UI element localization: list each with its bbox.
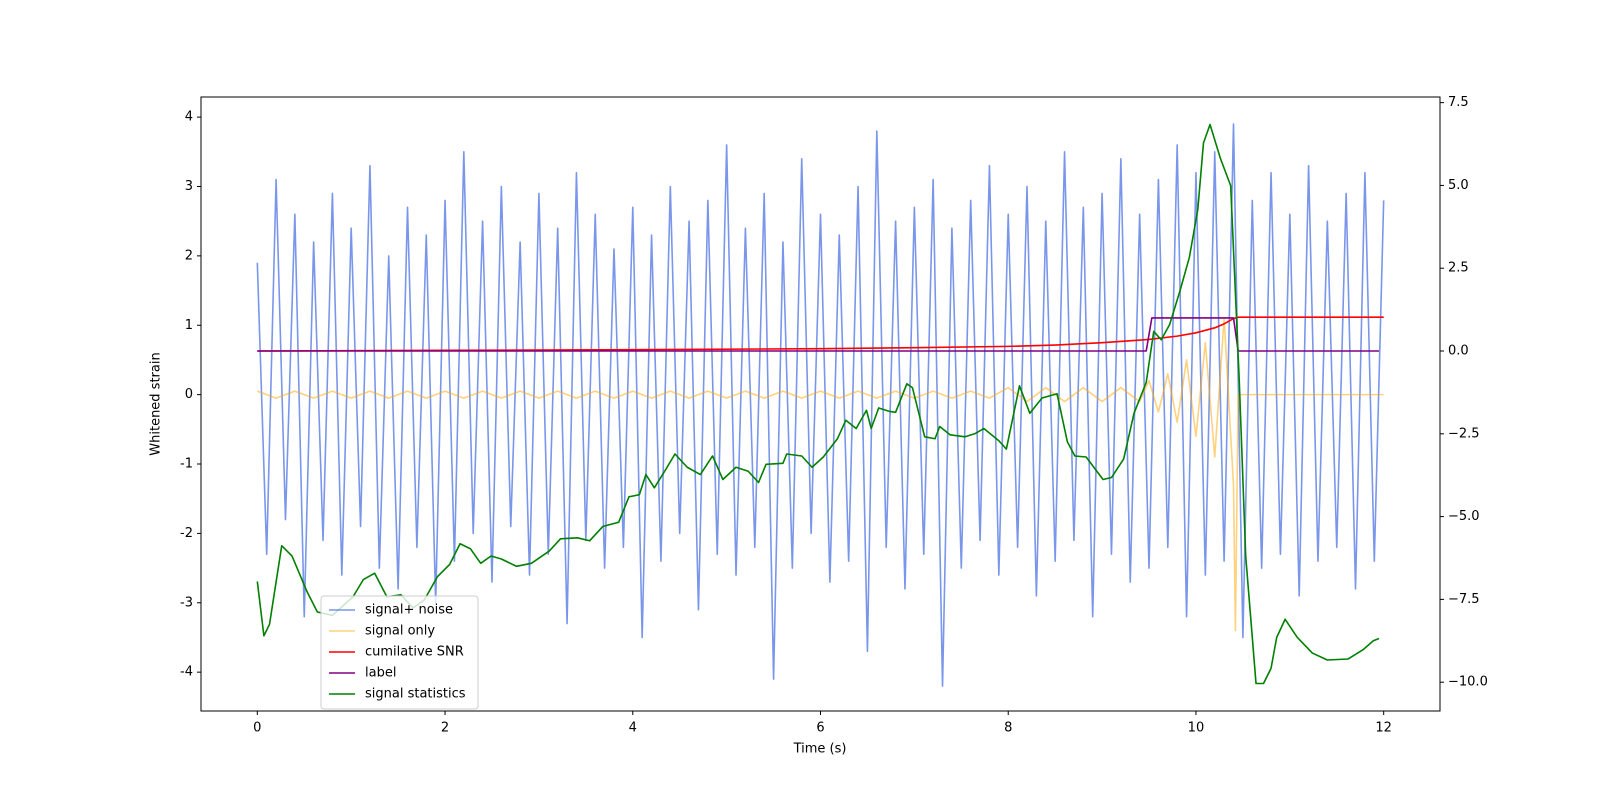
y-tick-label: 2 [185,248,193,263]
x-tick-label: 10 [1188,721,1205,736]
series-line [257,316,1384,352]
series-line [256,123,1385,687]
legend-label: label [365,666,396,681]
series-line [257,317,1384,632]
legend-box [320,595,479,710]
y-axis-label: Whitened strain [149,352,164,455]
x-tick-label: 0 [253,721,261,736]
y2-tick-label: −2.5 [1448,426,1480,441]
y-tick-label: 4 [185,110,193,125]
series-line [257,317,1379,352]
y-tick-label: 1 [185,318,193,333]
series-line [256,123,1380,685]
y-tick-label: -1 [180,457,193,472]
y-tick-label: -3 [180,595,193,610]
y2-tick-label: 7.5 [1448,95,1469,110]
legend-label: signal+ noise [365,603,453,618]
legend-label: cumilative SNR [365,645,464,660]
y2-tick-label: −7.5 [1448,592,1480,607]
y-tick-label: -4 [180,665,193,680]
x-tick-label: 12 [1375,721,1392,736]
y-tick-label: 3 [185,179,193,194]
y2-tick-label: −5.0 [1448,509,1480,524]
y2-tick-label: 2.5 [1448,261,1469,276]
x-tick-label: 6 [816,721,824,736]
y2-tick-label: 5.0 [1448,178,1469,193]
y-tick-label: 0 [185,387,193,402]
legend-label: signal statistics [365,687,466,702]
x-tick-label: 2 [441,721,449,736]
x-axis-label: Time (s) [793,742,847,757]
x-tick-label: 4 [629,721,637,736]
y2-tick-label: 0.0 [1448,344,1469,359]
x-tick-label: 8 [1004,721,1012,736]
y2-tick-label: −10.0 [1448,675,1488,690]
y-tick-label: -2 [180,526,193,541]
legend-label: signal only [365,624,435,639]
